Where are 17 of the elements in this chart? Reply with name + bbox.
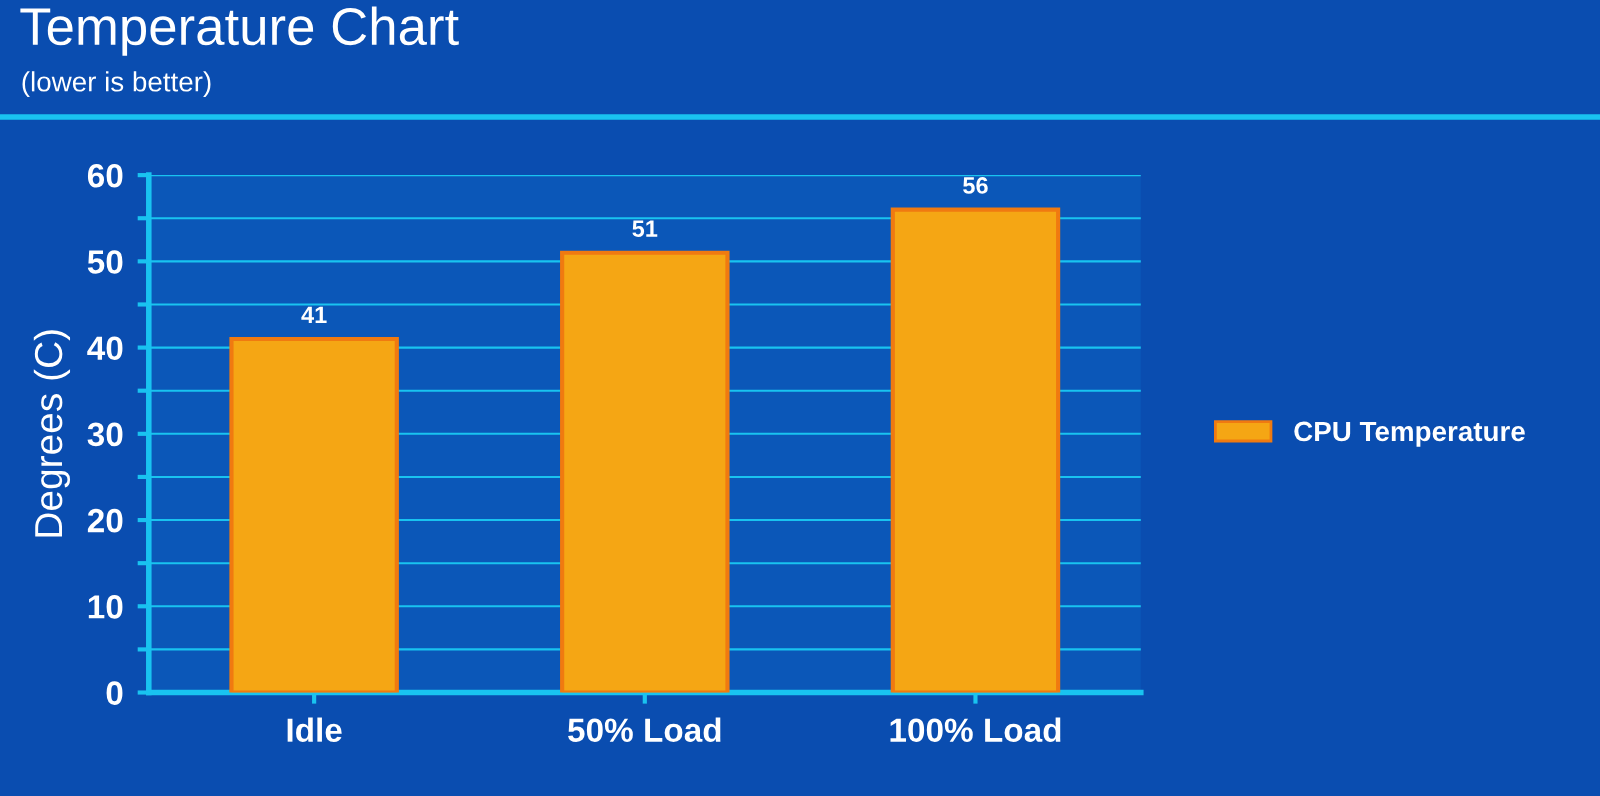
chart-subtitle: (lower is better) [22,71,211,98]
data-label: 56 [963,177,988,194]
y-tick-label: 20 [87,508,123,533]
y-tick-label: 60 [87,163,123,188]
legend-label: CPU Temperature [1294,421,1525,447]
x-tick-label: 50% Load [568,717,721,742]
data-label: 51 [632,220,658,237]
y-tick-label: 40 [87,336,123,360]
data-label: 41 [301,306,327,323]
y-axis-title: Degrees (C) [33,330,71,537]
x-tick-label: Idle [287,717,342,742]
y-tick-label: 30 [87,422,123,447]
y-tick-label: 0 [106,681,123,705]
x-tick-label: 100% Load [890,717,1061,742]
chart-title: Temperature Chart [20,6,459,56]
y-tick-label: 10 [88,595,123,619]
y-tick-label: 50 [87,250,123,274]
